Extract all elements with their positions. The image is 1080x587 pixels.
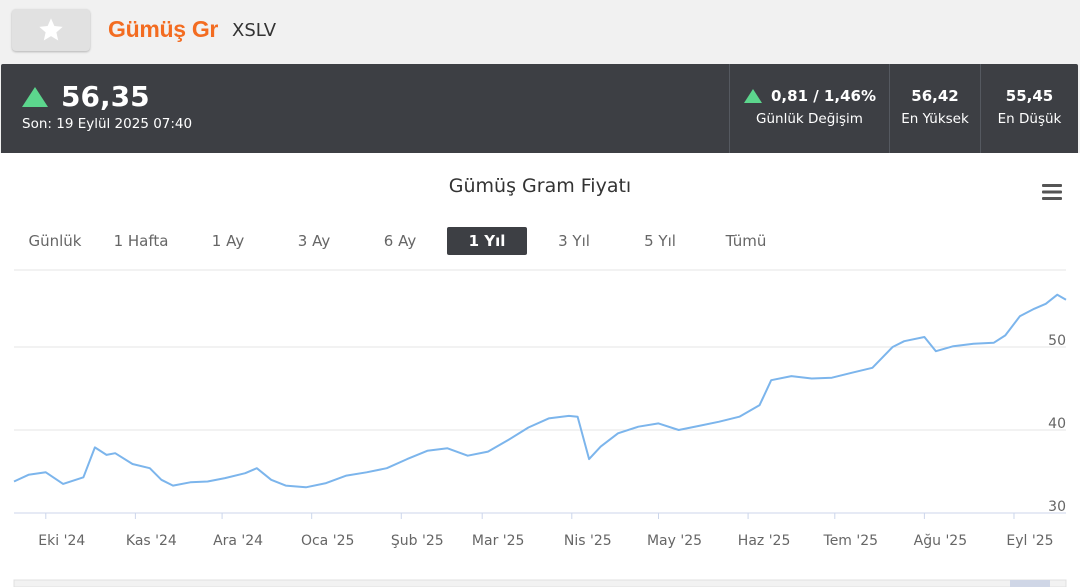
x-axis-tick-label: Ara '24 — [213, 533, 263, 549]
day-high-label: En Yüksek — [901, 111, 969, 127]
x-axis-tick-label: May '25 — [647, 533, 702, 549]
x-axis-tick-label: Ağu '25 — [914, 533, 967, 549]
range-button-1-month[interactable]: 1 Ay — [211, 232, 245, 250]
range-button-1-year[interactable]: 1 Yıl — [447, 227, 527, 255]
day-high-value: 56,42 — [911, 87, 959, 105]
last-update-time: Son: 19 Eylül 2025 07:40 — [22, 116, 193, 132]
x-axis-tick-label: Şub '25 — [391, 533, 444, 549]
price-summary-bar: 56,35 Son: 19 Eylül 2025 07:40 0,81 / 1,… — [1, 64, 1078, 153]
top-bar: Gümüş Gr XSLV — [0, 0, 1080, 64]
favorite-button[interactable] — [12, 9, 90, 51]
day-low-value: 55,45 — [1005, 87, 1054, 105]
range-button-all[interactable]: Tümü — [725, 232, 767, 250]
hamburger-menu-icon[interactable] — [1040, 181, 1064, 203]
change-up-arrow-icon — [744, 89, 762, 103]
x-axis-tick-label: Eyl '25 — [1006, 533, 1053, 549]
daily-change-stat: 0,81 / 1,46% Günlük Değişim — [729, 64, 889, 153]
price-series-line[interactable] — [13, 293, 1067, 489]
daily-change-label: Günlük Değişim — [756, 111, 863, 127]
x-axis-tick-label: Kas '24 — [126, 533, 177, 549]
chart-title: Gümüş Gram Fiyatı — [448, 175, 632, 197]
y-axis-tick-label: 30 — [1048, 499, 1066, 515]
page-title: Gümüş Gr — [108, 16, 219, 42]
x-axis-tick-label: Tem '25 — [823, 533, 879, 549]
range-button-3-years[interactable]: 3 Yıl — [558, 232, 590, 250]
day-low-label: En Düşük — [997, 111, 1062, 127]
current-price: 56,35 — [61, 80, 150, 113]
star-icon — [39, 18, 63, 41]
day-low-stat: 55,45 En Düşük — [980, 64, 1078, 153]
range-button-3-months[interactable]: 3 Ay — [297, 232, 331, 250]
x-axis-tick-label: Nis '25 — [564, 533, 612, 549]
range-button-5-years[interactable]: 5 Yıl — [644, 232, 676, 250]
price-up-arrow-icon — [22, 87, 48, 107]
x-axis-tick-label: Oca '25 — [301, 533, 354, 549]
daily-change-value: 0,81 / 1,46% — [771, 87, 876, 105]
y-axis-tick-label: 50 — [1048, 333, 1066, 349]
x-axis-tick-label: Eki '24 — [38, 533, 85, 549]
y-axis-tick-label: 40 — [1048, 416, 1066, 432]
range-button-daily[interactable]: Günlük — [28, 232, 82, 250]
navigator-track[interactable] — [13, 579, 1067, 587]
day-high-stat: 56,42 En Yüksek — [889, 64, 980, 153]
range-button-1-week[interactable]: 1 Hafta — [113, 232, 169, 250]
symbol-code: XSLV — [232, 20, 277, 41]
x-axis-tick-label: Mar '25 — [472, 533, 525, 549]
x-axis-tick-label: Haz '25 — [738, 533, 791, 549]
price-line-chart[interactable]: 30 40 50 Eki '24 Kas '24 Ara '24 Oca '25 Şub '2… — [0, 153, 1080, 587]
range-button-6-months[interactable]: 6 Ay — [383, 232, 417, 250]
navigator-handle[interactable] — [1010, 580, 1050, 587]
price-chart-card: Gümüş Gram Fiyatı Günlük 1 Hafta 1 Ay 3 … — [0, 153, 1080, 587]
